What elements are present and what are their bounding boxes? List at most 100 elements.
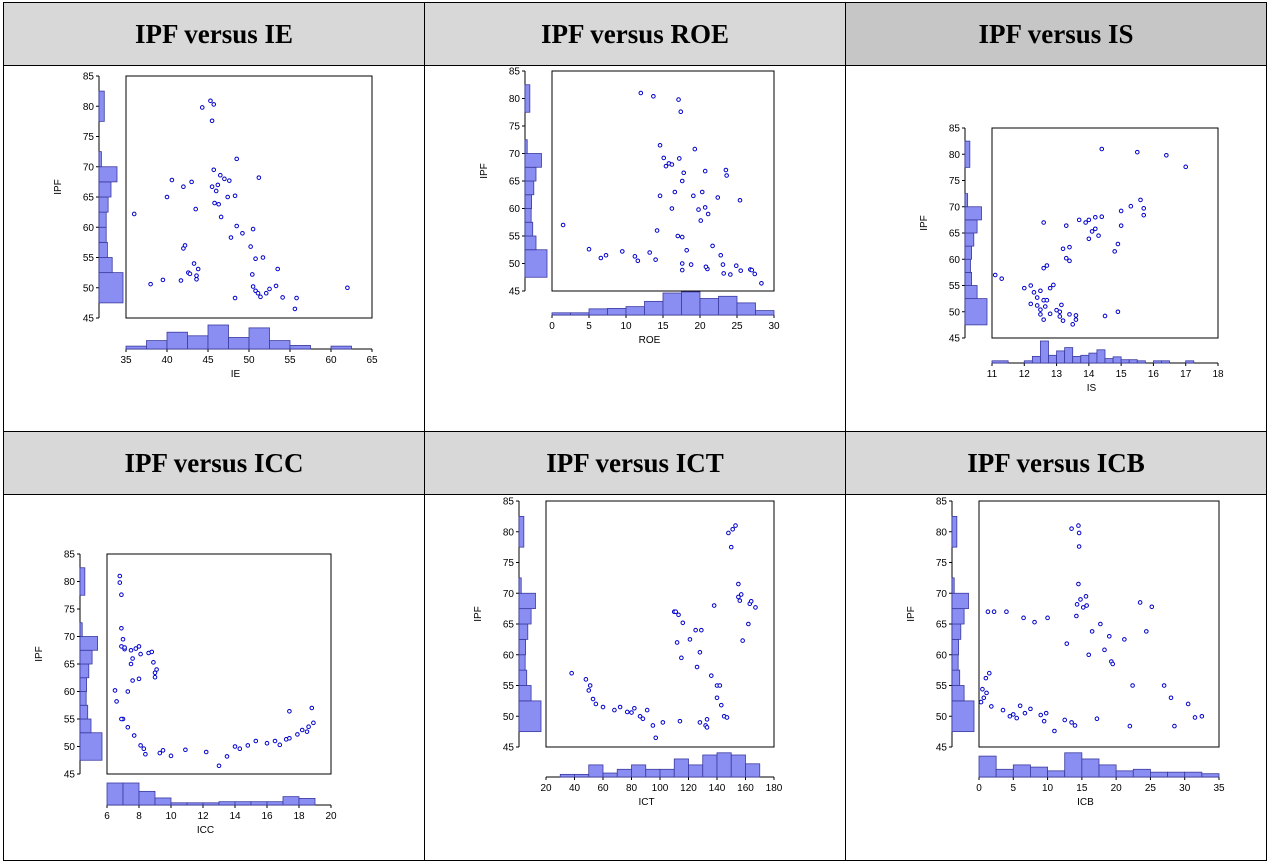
y-tick-label: 85: [936, 497, 948, 508]
data-point: [1074, 613, 1079, 619]
data-point: [560, 222, 566, 228]
histogram-bar-y: [964, 232, 975, 247]
y-tick-label: 80: [64, 577, 76, 588]
data-point: [569, 670, 574, 676]
x-tick-label: 35: [120, 355, 132, 366]
data-point: [620, 249, 625, 254]
data-point: [294, 295, 299, 301]
histogram-bar-x: [202, 802, 220, 806]
y-tick-label: 80: [503, 527, 515, 538]
data-point: [986, 670, 992, 676]
x-tick-label: 40: [161, 355, 173, 366]
data-point: [1007, 713, 1013, 719]
data-point: [680, 620, 686, 626]
histogram-bar-x: [1161, 360, 1170, 364]
data-point: [687, 637, 693, 642]
data-point: [1168, 695, 1174, 701]
histogram-bar-x: [186, 802, 204, 806]
x-tick-label: 20: [540, 783, 552, 794]
histogram-bar-x: [1136, 360, 1146, 364]
histogram-bar-y: [524, 235, 537, 251]
data-point: [183, 747, 188, 753]
data-point: [632, 254, 638, 259]
histogram-bar-x: [645, 768, 661, 778]
data-point: [280, 295, 285, 300]
histogram-bar-y: [524, 84, 531, 113]
data-point: [737, 598, 743, 603]
histogram-bar-y: [98, 257, 113, 274]
histogram-bar-x: [234, 801, 252, 806]
x-tick-label: 25: [731, 321, 743, 332]
data-point: [694, 664, 700, 670]
data-point: [232, 193, 238, 199]
data-point: [681, 170, 687, 176]
data-point: [194, 273, 199, 278]
data-point: [117, 573, 123, 579]
y-tick-label: 85: [83, 72, 95, 83]
data-point: [1185, 701, 1191, 707]
data-point: [1041, 718, 1047, 724]
histogram-bar-y: [951, 654, 959, 671]
y-tick-label: 50: [64, 742, 76, 753]
data-point: [1076, 217, 1082, 223]
data-point: [632, 705, 637, 711]
x-tick-label: 45: [202, 355, 214, 366]
histogram-bar-x: [616, 768, 632, 778]
data-point: [661, 155, 667, 161]
data-point: [1004, 609, 1009, 614]
data-point: [730, 526, 735, 532]
scatter-plot: 45 50 55 60 65 70 75 80 85 0 5 10 15 20 25 30 35 ICB IPF: [906, 497, 1225, 809]
data-point: [287, 709, 292, 714]
data-point: [117, 580, 123, 585]
x-tick-label: 17: [1180, 369, 1192, 380]
y-tick-label: 55: [503, 681, 515, 692]
x-tick-label: 12: [1019, 369, 1031, 380]
data-point: [1099, 214, 1105, 220]
data-point: [1110, 661, 1116, 667]
data-point: [640, 716, 646, 722]
data-point: [1047, 285, 1053, 291]
data-point: [1044, 297, 1050, 303]
data-point: [1060, 246, 1066, 252]
data-point: [702, 168, 708, 174]
histogram-bar-y: [79, 691, 87, 706]
data-point: [676, 612, 681, 618]
data-point: [216, 763, 222, 769]
data-point: [740, 638, 745, 643]
y-tick-label: 45: [83, 314, 95, 325]
histogram-bar-x: [1150, 771, 1168, 778]
data-point: [692, 146, 698, 152]
data-point: [1043, 710, 1049, 716]
y-tick-label: 60: [936, 650, 948, 661]
y-tick-label: 75: [509, 122, 521, 133]
y-tick-label: 50: [83, 283, 95, 294]
data-point: [250, 284, 256, 289]
x-tick-label: 30: [1179, 783, 1191, 794]
data-point: [1000, 707, 1006, 713]
data-point: [1021, 285, 1027, 291]
data-point: [1028, 706, 1033, 712]
data-point: [203, 749, 209, 755]
histogram-bar-y: [951, 608, 965, 625]
data-point: [991, 609, 997, 614]
y-tick-label: 85: [503, 497, 515, 508]
data-point: [267, 286, 272, 292]
data-point: [131, 733, 137, 738]
histogram-bar-y: [964, 206, 982, 221]
histogram-bar-y: [951, 638, 959, 656]
data-point: [193, 206, 198, 212]
y-tick-label: 80: [936, 527, 948, 538]
data-point: [1161, 683, 1167, 688]
data-point: [194, 276, 199, 282]
histogram-bar-y: [79, 704, 89, 720]
data-point: [1089, 229, 1095, 234]
histogram-bar-y: [98, 151, 102, 168]
histogram-bar-x: [1064, 752, 1083, 778]
histogram-bar-x: [106, 782, 124, 806]
data-point: [638, 90, 644, 96]
x-tick-label: 11: [987, 369, 998, 380]
x-tick-label: 14: [1083, 369, 1095, 380]
y-tick-label: 55: [64, 715, 76, 726]
histogram-bar-y: [98, 226, 107, 243]
data-point: [702, 205, 708, 210]
